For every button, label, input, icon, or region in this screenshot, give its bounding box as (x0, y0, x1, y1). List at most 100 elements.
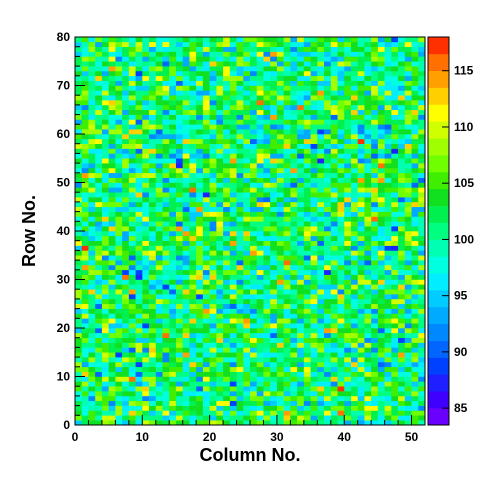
heatmap-cell (202, 415, 210, 421)
heatmap-cell (189, 366, 197, 372)
heatmap-cell (324, 70, 332, 77)
heatmap-cell (142, 192, 150, 198)
heatmap-cell (418, 95, 426, 101)
heatmap-cell (243, 323, 251, 329)
heatmap-cell (290, 405, 298, 411)
heatmap-cell (357, 231, 365, 237)
heatmap-cell (290, 206, 298, 212)
heatmap-cell (75, 255, 83, 261)
heatmap-cell (337, 172, 345, 178)
heatmap-cell (350, 361, 358, 368)
heatmap-cell (243, 90, 251, 96)
heatmap-cell (229, 129, 237, 135)
heatmap-cell (270, 197, 278, 203)
heatmap-cell (317, 303, 325, 309)
heatmap-cell (149, 153, 157, 159)
heatmap-cell (128, 201, 136, 208)
heatmap-cell (243, 197, 251, 203)
heatmap-cell (135, 332, 143, 338)
heatmap-cell (81, 381, 89, 387)
heatmap-cell (75, 289, 83, 295)
heatmap-cell (398, 66, 406, 72)
heatmap-cell (209, 172, 217, 178)
heatmap-cell (411, 231, 419, 237)
heatmap-cell (75, 41, 83, 47)
heatmap-cell (189, 221, 197, 227)
heatmap-cell (344, 294, 352, 300)
heatmap-cell (364, 357, 372, 363)
heatmap-cell (88, 328, 96, 334)
heatmap-cell (175, 235, 183, 241)
heatmap-cell (330, 381, 338, 387)
heatmap-cell (418, 405, 426, 411)
heatmap-cell (357, 221, 365, 227)
heatmap-cell (229, 313, 237, 319)
heatmap-cell (223, 240, 231, 246)
heatmap-cell (350, 61, 358, 67)
heatmap-cell (209, 70, 217, 77)
heatmap-cell (290, 313, 298, 319)
heatmap-cell (95, 211, 103, 217)
heatmap-cell (303, 66, 311, 72)
heatmap-cell (276, 182, 284, 188)
heatmap-cell (303, 376, 311, 382)
heatmap-cell (155, 163, 163, 169)
heatmap-cell (330, 192, 338, 198)
heatmap-cell (243, 66, 251, 72)
heatmap-cell (149, 80, 157, 86)
heatmap-cell (229, 182, 237, 188)
heatmap-cell (263, 274, 271, 280)
heatmap-cell (149, 177, 157, 183)
heatmap-cell (330, 298, 338, 305)
heatmap-cell (270, 95, 278, 101)
heatmap-cell (216, 114, 224, 120)
heatmap-cell (411, 366, 419, 372)
heatmap-cell (115, 192, 123, 198)
heatmap-cell (202, 70, 210, 77)
heatmap-cell (330, 95, 338, 101)
heatmap-cell (350, 279, 358, 285)
heatmap-cell (256, 318, 264, 324)
colorbar-segment (428, 53, 449, 72)
heatmap-cell (317, 337, 325, 343)
heatmap-cell (384, 352, 392, 358)
heatmap-cell (418, 352, 426, 358)
heatmap-cell (189, 85, 197, 91)
heatmap-cell (330, 361, 338, 368)
heatmap-cell (155, 231, 163, 237)
heatmap-cell (209, 318, 217, 324)
heatmap-cell (324, 420, 332, 426)
heatmap-cell (75, 313, 83, 319)
heatmap-cell (81, 41, 89, 47)
heatmap-cell (88, 114, 96, 120)
heatmap-cell (216, 119, 224, 125)
heatmap-cell (142, 245, 150, 251)
heatmap-cell (404, 415, 412, 421)
heatmap-cell (149, 51, 157, 57)
heatmap-cell (364, 61, 372, 67)
heatmap-cell (115, 323, 123, 329)
heatmap-cell (364, 298, 372, 305)
heatmap-cell (344, 206, 352, 212)
heatmap-cell (310, 323, 318, 329)
heatmap-cell (223, 177, 231, 183)
heatmap-cell (283, 332, 291, 338)
heatmap-cell (229, 211, 237, 217)
x-tick-label: 10 (136, 430, 150, 444)
heatmap-cell (391, 211, 399, 217)
heatmap-cell (317, 250, 325, 256)
heatmap-cell (223, 255, 231, 261)
heatmap-cell (162, 85, 170, 91)
heatmap-cell (122, 134, 130, 140)
heatmap-cell (175, 75, 183, 81)
heatmap-cell (115, 342, 123, 348)
heatmap-cell (229, 61, 237, 67)
heatmap-cell (155, 211, 163, 217)
heatmap-cell (317, 318, 325, 324)
heatmap-cell (75, 357, 83, 363)
heatmap-cell (128, 264, 136, 271)
heatmap-cell (324, 381, 332, 387)
heatmap-cell (357, 352, 365, 358)
heatmap-cell (202, 221, 210, 227)
heatmap-cell (418, 298, 426, 305)
